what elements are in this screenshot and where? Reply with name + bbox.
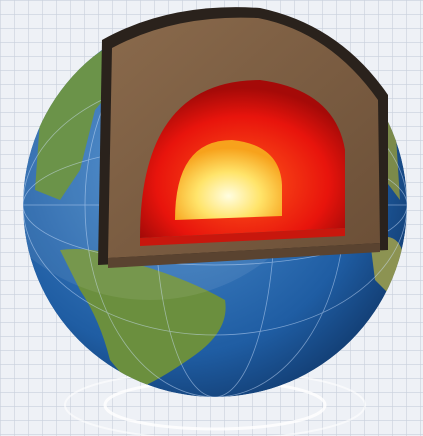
mantle-floor <box>108 243 380 268</box>
land-south-america <box>60 249 226 390</box>
land-north-america <box>35 25 175 200</box>
core-floor <box>140 228 345 246</box>
inner-core <box>175 140 282 220</box>
